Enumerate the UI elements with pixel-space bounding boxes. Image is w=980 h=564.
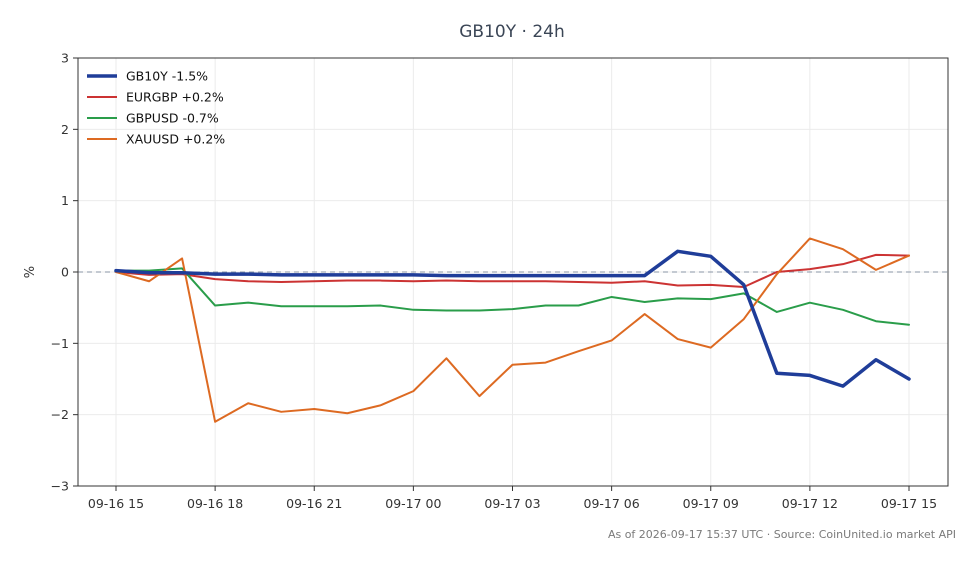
x-tick-label-6: 09-17 09 — [683, 496, 739, 511]
chart-title: GB10Y · 24h — [459, 22, 564, 42]
y-tick-label-2: 1 — [61, 193, 69, 208]
series-line-1 — [115, 253, 910, 288]
series-line-3 — [115, 237, 910, 423]
x-tick-label-8: 09-17 15 — [881, 496, 937, 511]
x-axis: 09-16 15 09-16 18 09-16 21 09-17 00 09-17 03… — [88, 486, 937, 511]
y-tick-label-0: 3 — [61, 51, 69, 66]
legend-label-1: EURGBP +0.2% — [126, 90, 224, 105]
legend-label-0: GB10Y -1.5% — [126, 69, 208, 84]
y-tick-label-3: 0 — [61, 265, 69, 280]
legend-label-3: XAUUSD +0.2% — [126, 132, 225, 147]
legend-label-2: GBPUSD -0.7% — [126, 111, 219, 126]
series-line-2 — [115, 267, 910, 326]
x-tick-label-0: 09-16 15 — [88, 496, 144, 511]
x-tick-label-7: 09-17 12 — [782, 496, 838, 511]
y-tick-label-5: −2 — [51, 407, 69, 422]
y-tick-label-6: −3 — [51, 479, 69, 494]
x-tick-label-3: 09-17 00 — [385, 496, 441, 511]
x-tick-label-2: 09-16 21 — [286, 496, 342, 511]
series-line-0 — [114, 249, 911, 388]
y-tick-label-4: −1 — [51, 336, 69, 351]
y-axis-label: % — [23, 266, 38, 278]
legend: GB10Y -1.5% EURGBP +0.2% GBPUSD -0.7% XAUUS… — [87, 69, 225, 147]
x-tick-label-4: 09-17 03 — [484, 496, 540, 511]
x-tick-label-5: 09-17 06 — [584, 496, 640, 511]
y-axis: 3 2 1 0 −1 −2 −3 — [51, 51, 78, 494]
series-group — [114, 237, 911, 423]
y-tick-label-1: 2 — [61, 122, 69, 137]
footer-source-note: As of 2026-09-17 15:37 UTC · Source: Coi… — [608, 528, 956, 541]
x-tick-label-1: 09-16 18 — [187, 496, 243, 511]
